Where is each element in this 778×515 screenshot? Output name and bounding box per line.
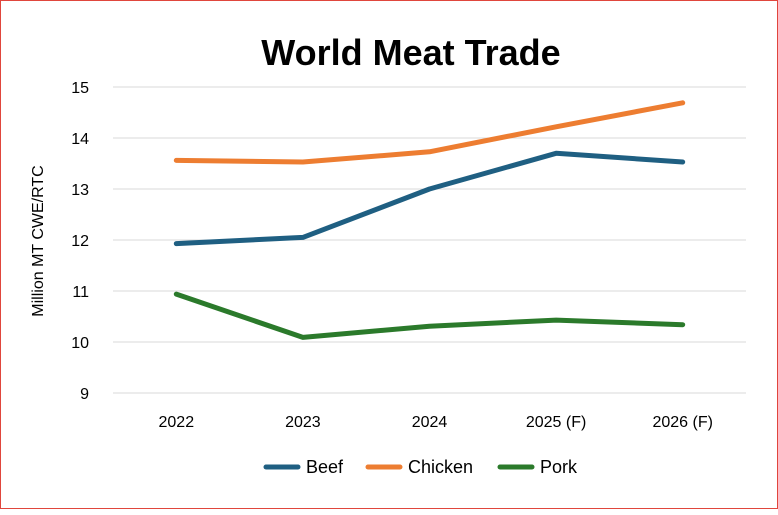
y-tick-labels: 9 10 11 12 13 14 15 bbox=[71, 80, 89, 403]
x-tick-labels: 2022 2023 2024 2025 (F) 2026 (F) bbox=[159, 414, 713, 431]
legend: Beef Chicken Pork bbox=[263, 457, 578, 477]
chart-title: World Meat Trade bbox=[261, 32, 560, 73]
x-tick-label: 2026 (F) bbox=[652, 414, 712, 431]
y-tick-label: 14 bbox=[71, 131, 89, 148]
legend-label-pork: Pork bbox=[540, 457, 578, 477]
series-lines bbox=[173, 100, 686, 340]
x-tick-label: 2024 bbox=[412, 414, 448, 431]
x-tick-label: 2025 (F) bbox=[526, 414, 586, 431]
y-tick-label: 11 bbox=[72, 284, 89, 301]
y-tick-label: 15 bbox=[71, 80, 89, 97]
y-tick-label: 12 bbox=[71, 233, 89, 250]
legend-label-chicken: Chicken bbox=[408, 457, 473, 477]
series-line-beef bbox=[173, 150, 686, 247]
series-line-pork bbox=[173, 291, 686, 340]
x-tick-label: 2022 bbox=[159, 414, 195, 431]
y-axis-label: Million MT CWE/RTC bbox=[30, 165, 47, 316]
series-line-chicken bbox=[173, 100, 686, 165]
x-tick-label: 2023 bbox=[285, 414, 321, 431]
y-tick-label: 10 bbox=[71, 335, 89, 352]
legend-label-beef: Beef bbox=[306, 457, 344, 477]
y-tick-label: 9 bbox=[80, 386, 89, 403]
y-tick-label: 13 bbox=[71, 182, 89, 199]
